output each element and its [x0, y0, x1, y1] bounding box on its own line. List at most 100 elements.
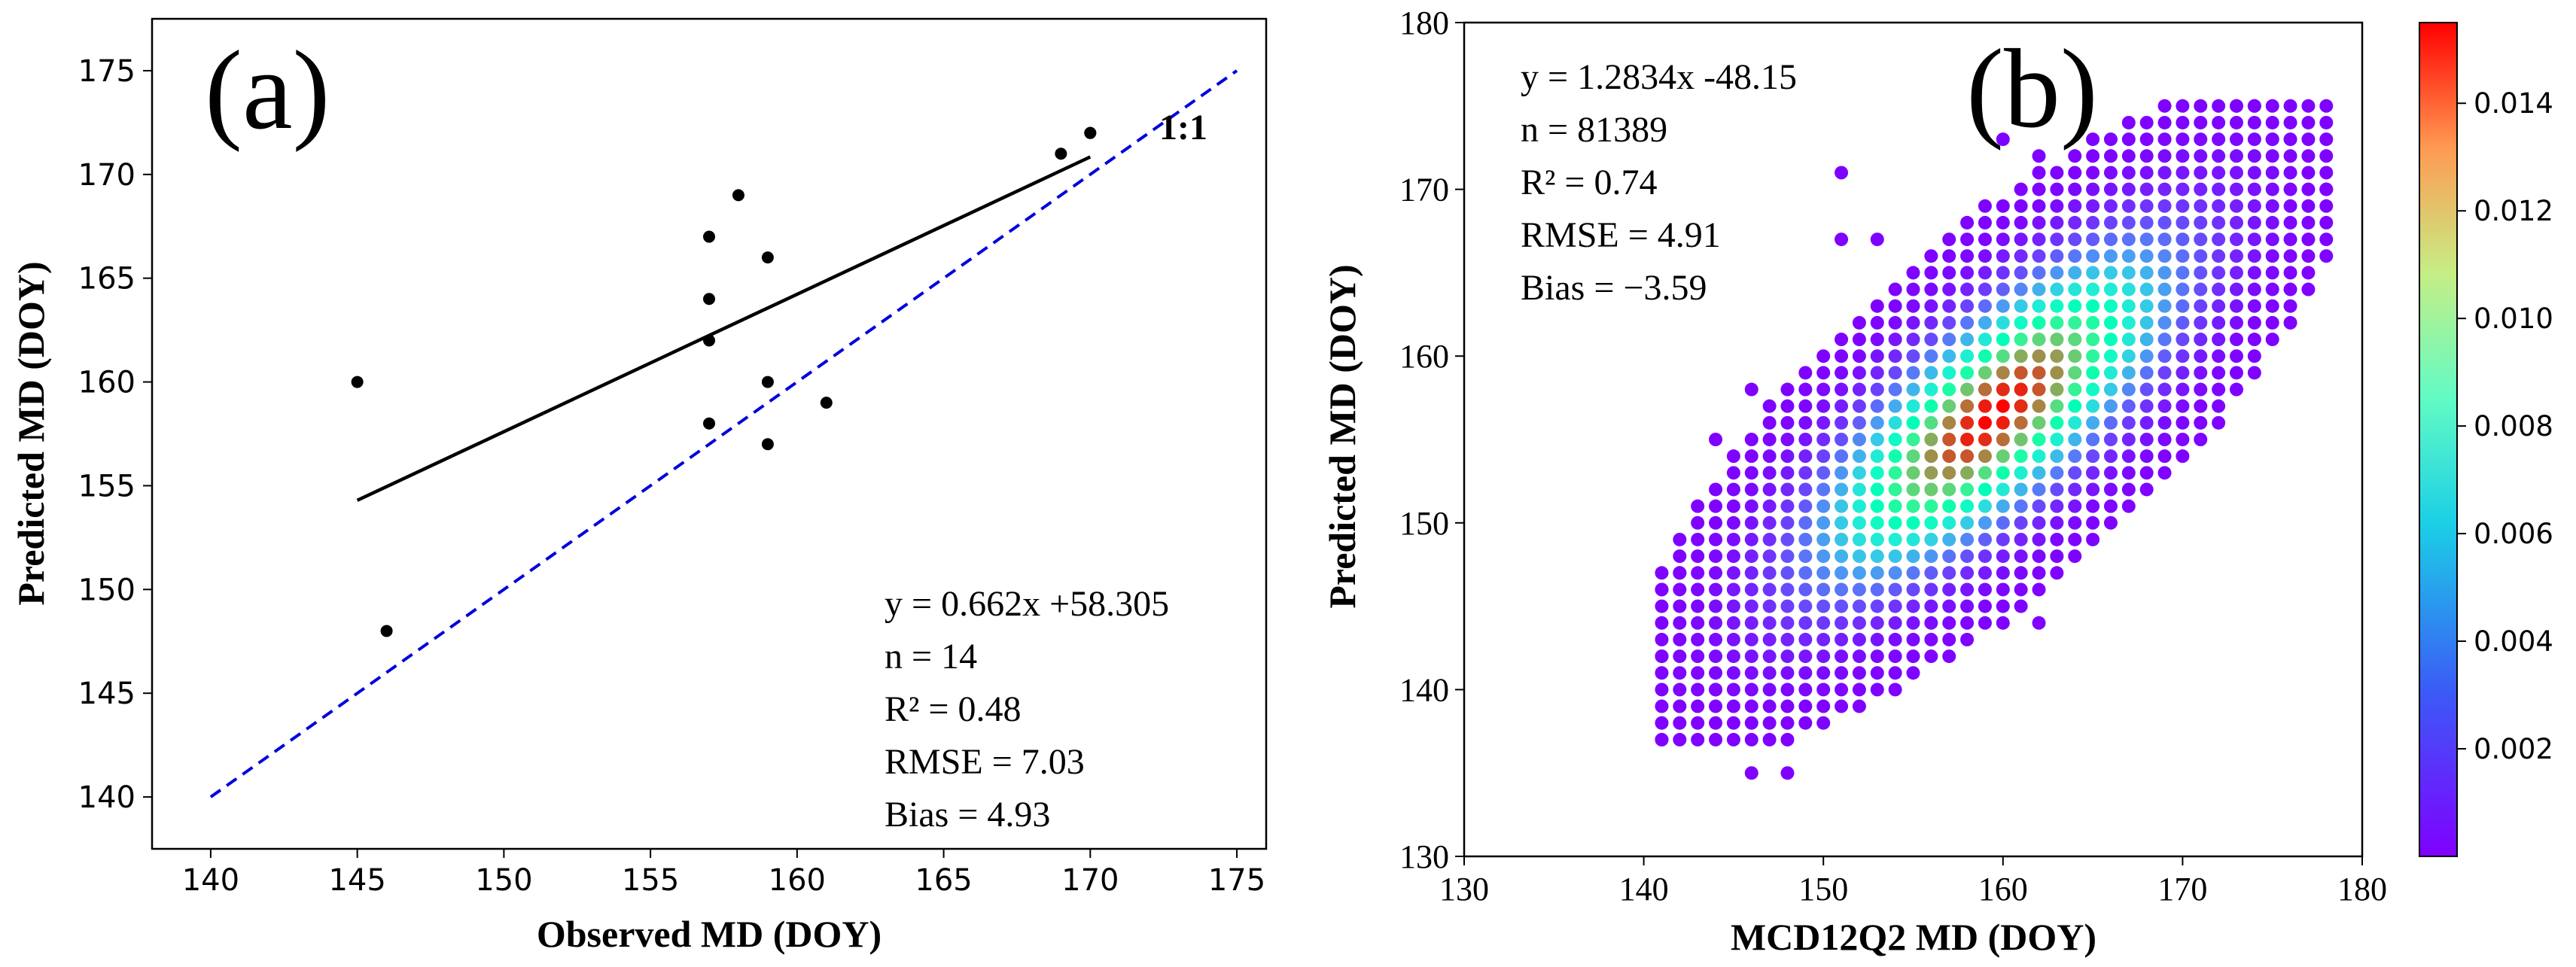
panel-b-density-point [2319, 182, 2334, 196]
panel-b-density-point [2212, 399, 2226, 413]
panel-b-density-point [2157, 433, 2172, 446]
panel-b-density-point [2301, 282, 2316, 296]
panel-b-density-point [1924, 499, 1938, 513]
panel-b-density-point [2247, 233, 2261, 247]
panel-b-density-point [1762, 632, 1777, 646]
panel-b-density-point [1816, 649, 1831, 664]
panel-b-density-point [1798, 499, 1813, 513]
panel-b-density-point [1960, 449, 1975, 464]
panel-b-density-point [1870, 532, 1884, 546]
panel-b-density-point [2247, 199, 2261, 213]
panel-b-density-point [1744, 666, 1758, 680]
panel-b-density-point [1744, 499, 1758, 513]
panel-b-density-point [1870, 366, 1884, 380]
panel-b-density-point [1888, 433, 1902, 446]
panel-a-xtick-label: 160 [769, 863, 826, 898]
panel-b-density-point [2176, 366, 2190, 380]
panel-b-density-point [2265, 182, 2279, 196]
panel-b-density-point [2265, 249, 2279, 263]
panel-b-density-point [2283, 199, 2297, 213]
panel-b-density-point [1996, 599, 2010, 613]
panel-a-ticks: 140 145 150 155 160 165 170 175 140 145 150 155 160 1… [78, 54, 1266, 898]
panel-b-density-point [2032, 149, 2046, 163]
panel-b-density-point [2086, 382, 2100, 397]
panel-b-density-point [1816, 599, 1831, 613]
panel-b-density-point [1906, 366, 1920, 380]
panel-b-density-point [1835, 233, 1849, 247]
panel-b-density-point [1726, 666, 1740, 680]
panel-b-density-point [2212, 149, 2226, 163]
panel-b-density-point [2121, 333, 2136, 347]
panel-b-density-point [2050, 199, 2064, 213]
panel-b-density-point [1924, 515, 1938, 530]
panel-a-ytick-label: 140 [78, 780, 135, 815]
panel-a-point [703, 293, 715, 306]
panel-b-density-point [2139, 266, 2154, 280]
panel-b-density-point [1978, 349, 1992, 363]
panel-b-density-point [1852, 599, 1866, 613]
panel-b-density-point [1870, 666, 1884, 680]
panel-b-density-point [2176, 99, 2190, 113]
panel-b-density-point [1709, 433, 1723, 446]
panel-b-density-point [1762, 683, 1777, 697]
panel-b-density-point [1942, 499, 1956, 513]
panel-b-density-point [1960, 616, 1975, 630]
panel-b-density: 130 140 150 160 170 180 130 140 150 160 170 180 (b)… [1321, 5, 2387, 958]
panel-b-density-point [2139, 482, 2154, 497]
panel-b-density-point [2301, 149, 2316, 163]
panel-b-density-point [1709, 549, 1723, 564]
panel-b-density-point [1726, 482, 1740, 497]
panel-b-density-point [1924, 249, 1938, 263]
panel-b-density-point [2032, 249, 2046, 263]
panel-b-density-point [1691, 582, 1705, 597]
panel-b-density-point [2139, 166, 2154, 180]
panel-b-density-point [1655, 683, 1669, 697]
panel-b-density-point [2229, 233, 2243, 247]
panel-b-density-point [1780, 666, 1795, 680]
panel-b-density-point [1906, 466, 1920, 480]
panel-b-density-point [2050, 233, 2064, 247]
panel-b-density-point [2194, 166, 2208, 180]
panel-b-density-point [1960, 566, 1975, 580]
panel-b-density-point [2014, 415, 2028, 430]
panel-b-density-point [1906, 433, 1920, 446]
panel-b-density-point [1852, 532, 1866, 546]
panel-b-density-point [2014, 566, 2028, 580]
panel-b-density-point [2014, 599, 2028, 613]
panel-a-xtick-label: 165 [915, 863, 972, 898]
panel-b-density-point [2014, 532, 2028, 546]
panel-b-density-point [1673, 549, 1687, 564]
panel-b-density-point [1798, 466, 1813, 480]
panel-b-density-point [2086, 499, 2100, 513]
panel-b-density-point [2301, 99, 2316, 113]
panel-b-density-point [2176, 382, 2190, 397]
panel-b-density-point [2194, 299, 2208, 313]
panel-b-density-point [1852, 415, 1866, 430]
panel-b-density-point [1852, 683, 1866, 697]
panel-b-density-point [1924, 466, 1938, 480]
panel-b-density-point [2265, 215, 2279, 230]
panel-b-density-point [1709, 666, 1723, 680]
panel-b-density-point [2032, 616, 2046, 630]
panel-b-density-point [2032, 282, 2046, 296]
panel-a-xtick-label: 140 [182, 863, 239, 898]
panel-b-density-point [2032, 433, 2046, 446]
panel-b-density-point [1673, 649, 1687, 664]
panel-b-density-point [1906, 566, 1920, 580]
panel-b-density-point [1691, 632, 1705, 646]
panel-b-density-point [1691, 532, 1705, 546]
panel-b-density-point [1906, 482, 1920, 497]
panel-b-density-point [1835, 499, 1849, 513]
panel-b-density-point [2247, 149, 2261, 163]
panel-a-n: n = 14 [885, 637, 977, 677]
panel-b-density-point [1780, 582, 1795, 597]
panel-b-density-point [1888, 566, 1902, 580]
panel-b-density-point [1924, 566, 1938, 580]
panel-a-xtick-label: 155 [622, 863, 679, 898]
panel-b-density-point [2068, 549, 2082, 564]
colorbar-tick-label: 0.006 [2474, 518, 2553, 550]
panel-b-density-point [2086, 233, 2100, 247]
panel-b-density-point [1852, 666, 1866, 680]
panel-b-density-point [1870, 683, 1884, 697]
panel-b-density-point [1942, 349, 1956, 363]
